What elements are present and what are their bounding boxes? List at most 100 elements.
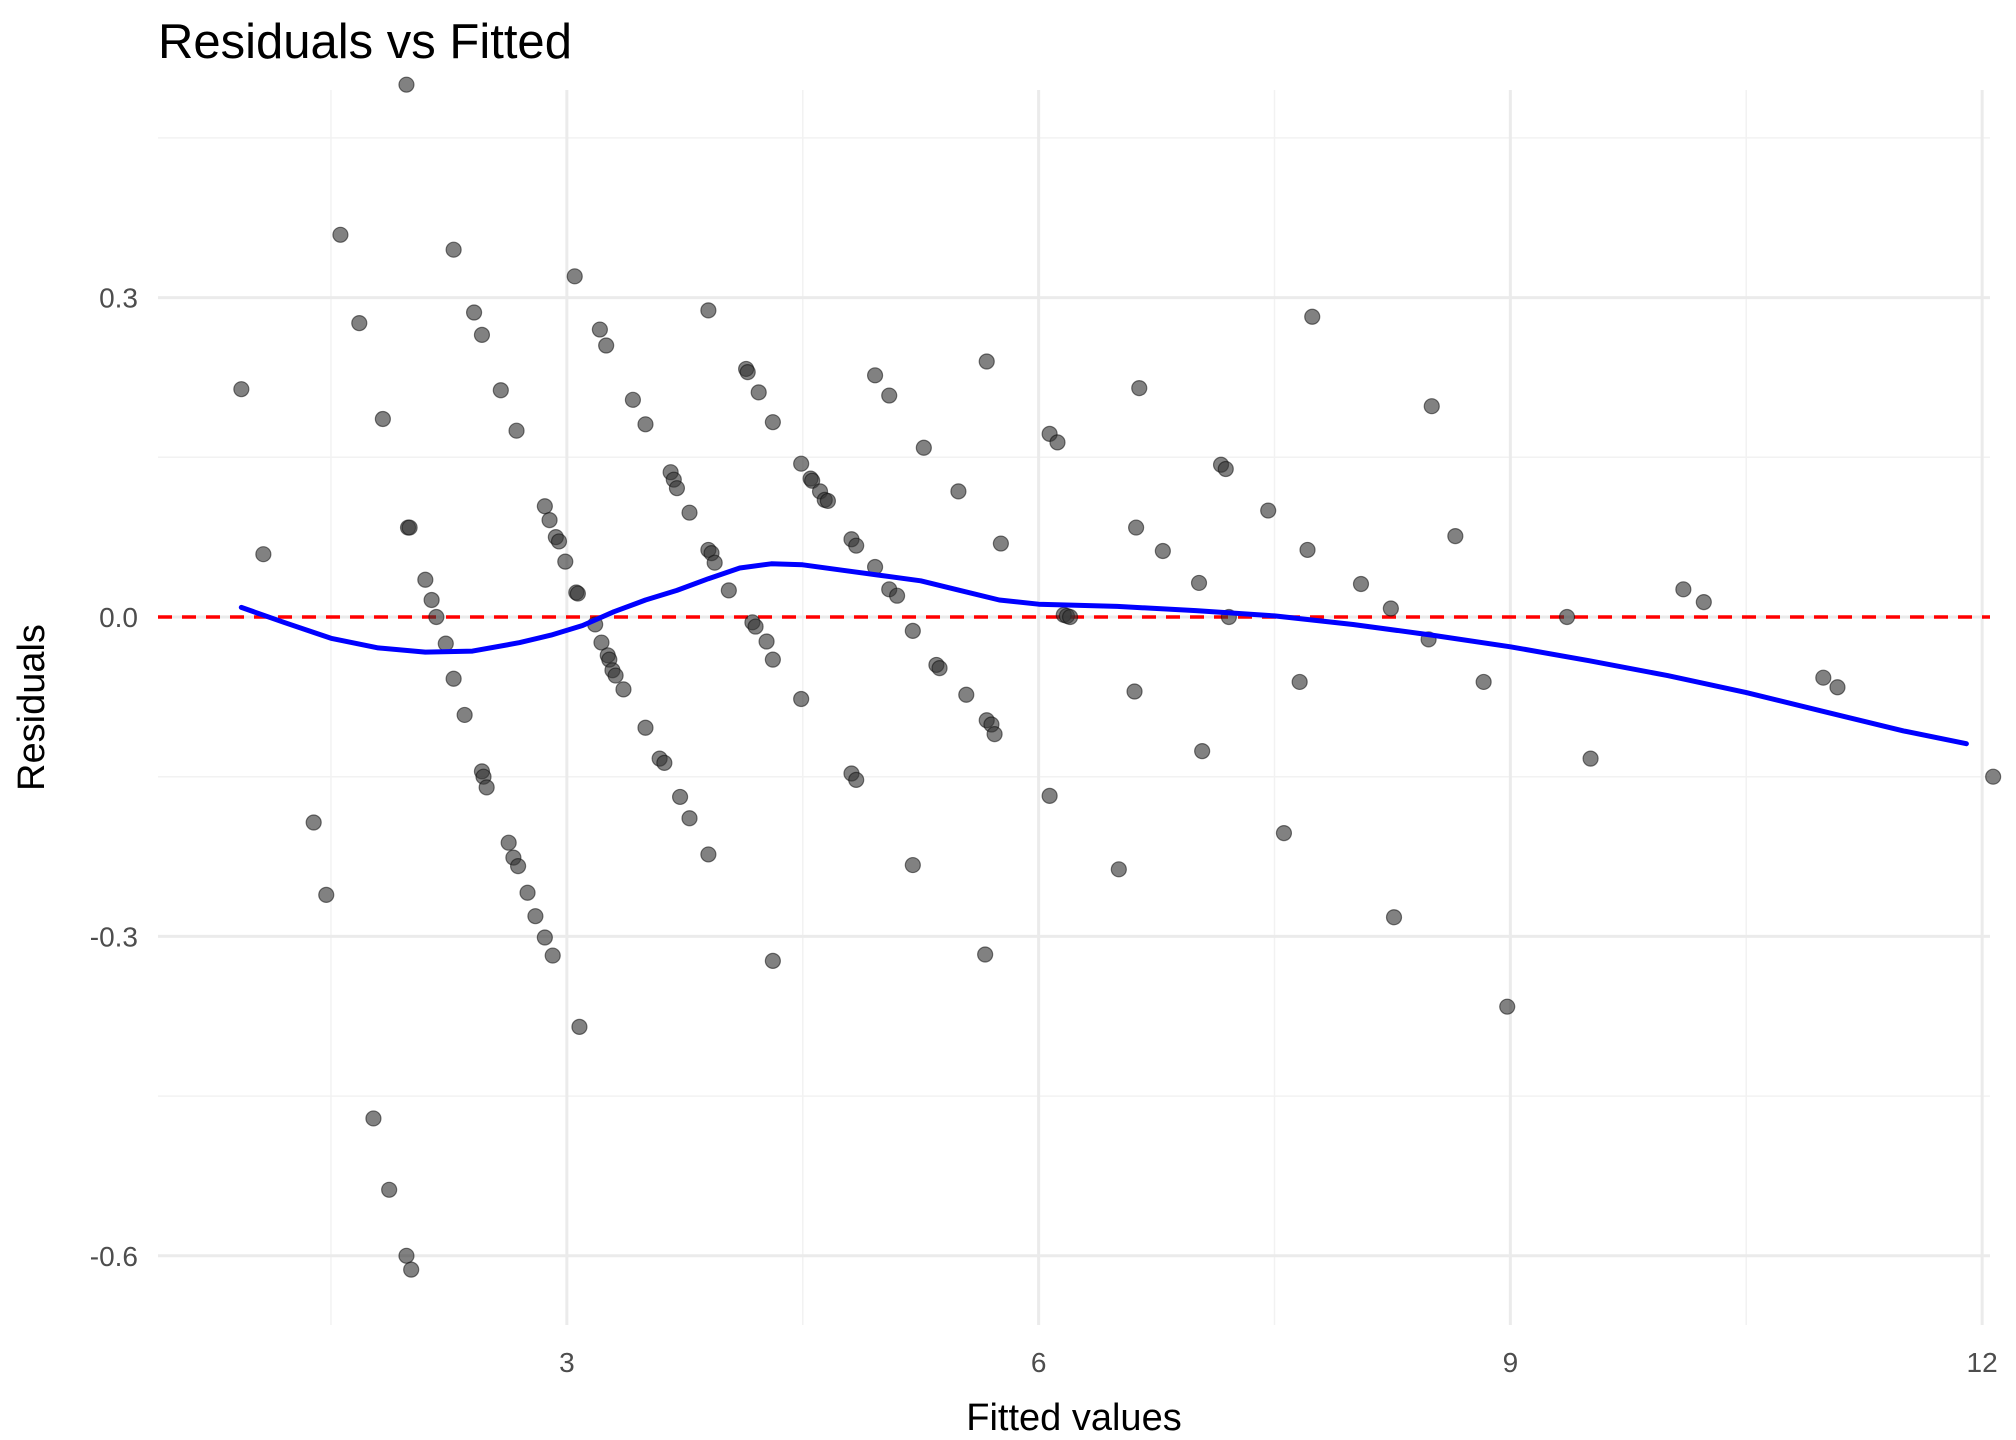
residual-point <box>1110 861 1127 878</box>
residual-point <box>550 533 568 550</box>
residual-point <box>417 571 434 588</box>
residual-point <box>888 587 906 604</box>
residual-point <box>374 410 391 428</box>
residual-point <box>615 681 632 698</box>
residual-point <box>1385 909 1403 926</box>
residual-point <box>668 480 686 497</box>
residual-point <box>445 241 462 258</box>
residual-point <box>593 634 610 651</box>
residual-point <box>456 706 473 724</box>
residual-point <box>1194 743 1211 760</box>
residual-point <box>764 651 781 668</box>
residual-point <box>671 788 689 806</box>
residual-point <box>508 422 525 439</box>
residual-point <box>591 321 608 338</box>
major-gridlines <box>158 90 1990 1325</box>
residual-point <box>819 492 836 510</box>
residual-point <box>720 582 737 599</box>
residual-point <box>656 754 673 771</box>
residual-point <box>428 608 445 626</box>
residual-point <box>1041 787 1058 804</box>
residual-point <box>1675 581 1692 598</box>
residual-point <box>986 726 1003 743</box>
residual-point <box>571 1018 588 1035</box>
y-axis-ticks: -0.6 -0.3 0.0 0.3 <box>90 283 138 1272</box>
residual-point <box>1558 608 1576 626</box>
residual-point <box>1126 683 1143 700</box>
residual-point <box>445 670 462 687</box>
residual-point <box>915 439 932 456</box>
x-tick-label: 9 <box>1503 1347 1519 1378</box>
residual-point <box>473 326 491 343</box>
x-axis-title: Fitted values <box>966 1397 1181 1439</box>
residual-point <box>637 719 654 736</box>
residual-point <box>465 304 483 321</box>
residual-point <box>793 690 810 708</box>
residual-point <box>1260 502 1277 519</box>
residual-point <box>758 633 775 650</box>
residual-point <box>401 519 418 536</box>
residual-point <box>233 381 250 398</box>
residual-point <box>1815 669 1832 686</box>
residual-point <box>1291 673 1308 691</box>
x-tick-label: 6 <box>1031 1347 1047 1378</box>
y-axis-title: Residuals <box>11 624 53 791</box>
residual-point <box>904 622 921 639</box>
residual-point <box>541 512 558 529</box>
minor-gridlines <box>158 90 1990 1325</box>
residual-point <box>351 315 368 332</box>
residual-point <box>1190 574 1208 592</box>
y-tick-label: -0.3 <box>90 921 138 952</box>
residual-point <box>1382 600 1399 617</box>
residual-point <box>536 929 553 946</box>
residual-point <box>747 618 764 635</box>
residual-point <box>566 268 583 285</box>
residual-point <box>750 384 767 401</box>
residual-point <box>793 455 810 472</box>
residual-point <box>1304 308 1321 325</box>
residual-point <box>598 337 615 354</box>
residual-point <box>881 387 898 404</box>
residual-point <box>992 535 1009 552</box>
residual-point <box>527 908 544 925</box>
residual-point <box>1423 398 1440 415</box>
residual-point <box>1128 519 1145 536</box>
x-tick-label: 3 <box>559 1347 575 1378</box>
residual-point <box>848 771 865 788</box>
residual-point <box>700 846 717 863</box>
residual-point <box>681 504 698 521</box>
residual-point <box>437 635 454 652</box>
y-tick-label: 0.0 <box>99 602 138 633</box>
residual-point <box>500 834 517 851</box>
residual-point <box>1447 527 1464 545</box>
residual-point <box>764 414 781 431</box>
residual-point <box>764 952 781 969</box>
residual-point <box>637 416 654 433</box>
residual-point <box>1499 998 1516 1015</box>
residual-point <box>904 856 921 874</box>
residual-point <box>381 1181 398 1198</box>
residual-point <box>1695 593 1712 611</box>
chart-title: Residuals vs Fitted <box>158 15 572 69</box>
residual-point <box>423 591 440 609</box>
residual-point <box>492 382 509 399</box>
residual-point <box>1061 608 1079 626</box>
residual-point <box>978 353 995 370</box>
residual-point <box>569 585 586 602</box>
residual-point <box>931 660 948 677</box>
residual-point <box>1299 541 1316 559</box>
residual-point <box>1154 542 1171 560</box>
residual-point <box>1985 768 2002 785</box>
residual-point <box>1275 825 1293 842</box>
residual-point <box>519 884 536 901</box>
y-tick-label: -0.6 <box>90 1241 138 1272</box>
residual-point <box>1217 460 1234 478</box>
residual-point <box>866 367 884 384</box>
residual-point <box>403 1261 420 1278</box>
residual-point <box>1352 575 1370 593</box>
residual-point <box>536 498 553 515</box>
residual-point <box>544 947 561 964</box>
residual-point <box>255 546 272 563</box>
residual-point <box>1582 750 1599 767</box>
